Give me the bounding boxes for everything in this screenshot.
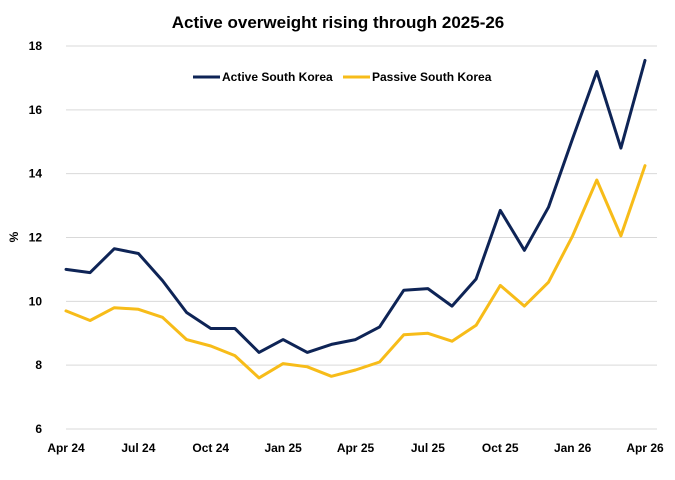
series-lines <box>64 58 647 380</box>
y-tick-label: 8 <box>35 358 42 372</box>
x-tick-label: Jul 25 <box>411 441 445 455</box>
x-tick-label: Jan 26 <box>554 441 592 455</box>
legend: Active South Korea Passive South Korea <box>193 70 492 84</box>
x-tick-label: Jan 25 <box>264 441 302 455</box>
x-tick-label: Apr 26 <box>626 441 664 455</box>
legend-label-passive: Passive South Korea <box>372 70 492 84</box>
y-tick-label: 16 <box>29 103 43 117</box>
gridlines <box>66 45 657 430</box>
y-tick-label: 6 <box>35 422 42 436</box>
chart-title: Active overweight rising through 2025-26 <box>172 13 505 32</box>
legend-label-active: Active South Korea <box>222 70 333 84</box>
x-tick-label: Oct 25 <box>482 441 519 455</box>
x-tick-label: Jul 24 <box>121 441 155 455</box>
y-tick-label: 18 <box>29 39 43 53</box>
x-tick-labels: Apr 24 Jul 24 Oct 24 Jan 25 Apr 25 Jul 25 Oct … <box>47 441 664 455</box>
series-line-passive-south-korea <box>64 164 647 380</box>
series-line-active-south-korea <box>64 58 647 354</box>
y-axis-label: % <box>7 231 21 242</box>
x-tick-label: Apr 25 <box>337 441 375 455</box>
y-tick-label: 14 <box>29 167 43 181</box>
y-tick-labels: 6 8 10 12 14 16 18 <box>29 39 43 436</box>
x-tick-label: Oct 24 <box>192 441 229 455</box>
x-tick-label: Apr 24 <box>47 441 85 455</box>
y-tick-label: 10 <box>29 294 43 308</box>
y-tick-label: 12 <box>29 231 43 245</box>
